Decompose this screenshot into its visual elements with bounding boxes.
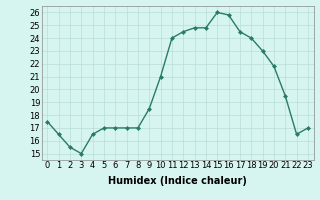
X-axis label: Humidex (Indice chaleur): Humidex (Indice chaleur) bbox=[108, 176, 247, 186]
